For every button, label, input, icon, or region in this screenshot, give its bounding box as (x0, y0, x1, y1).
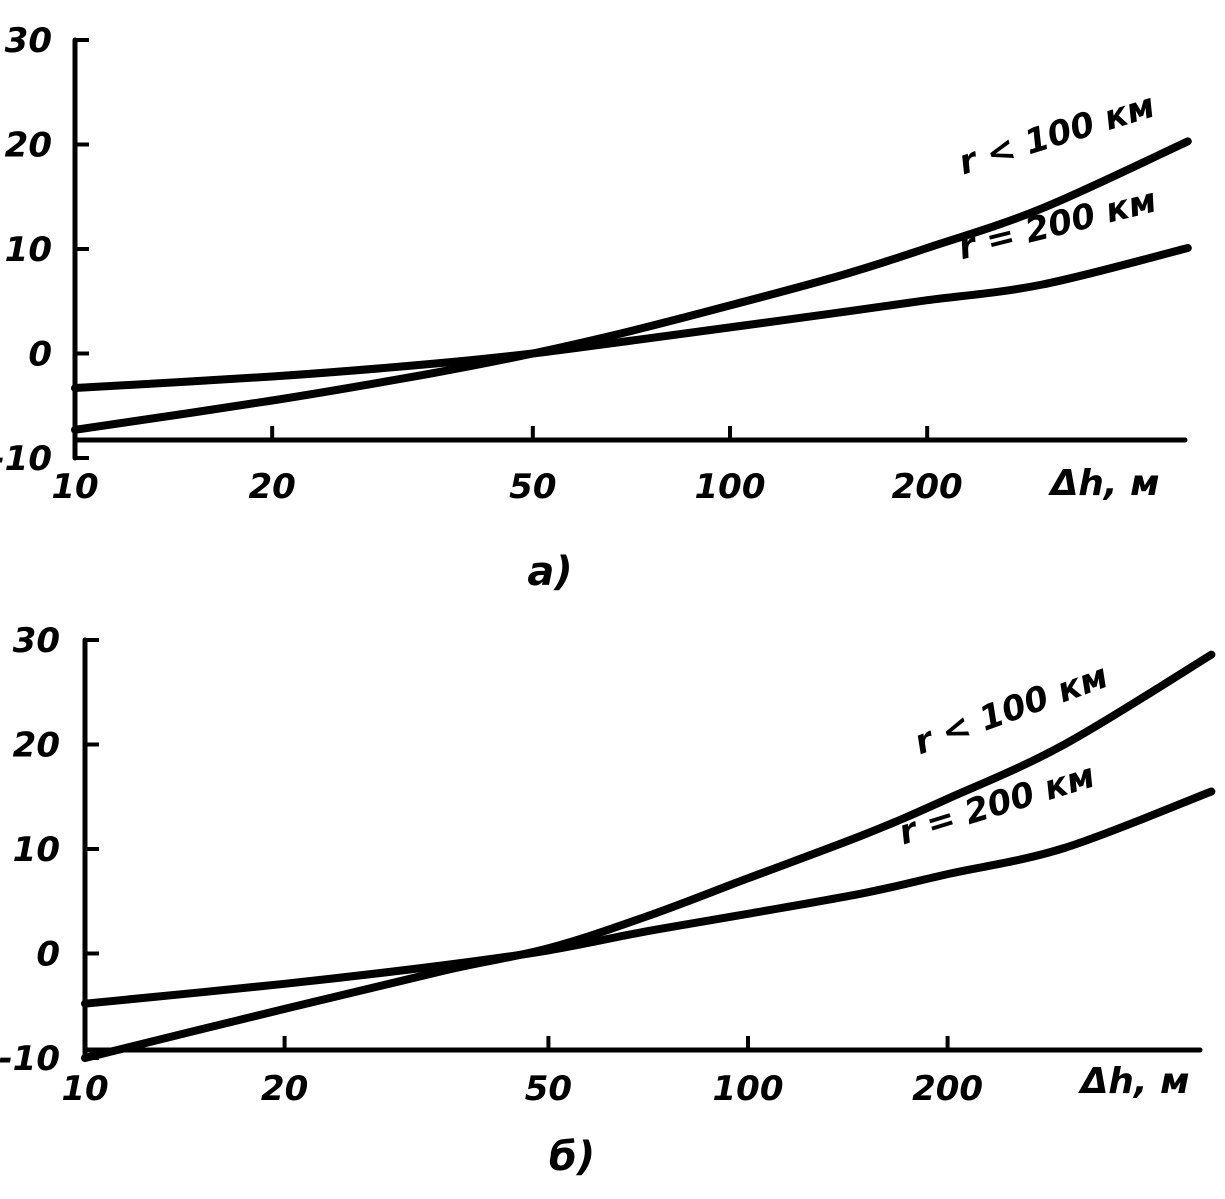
series-label-1: r = 200 км (954, 180, 1160, 268)
x-tick-label: 100 (695, 467, 766, 507)
y-tick-label: 20 (5, 126, 52, 166)
x-tick-label: 50 (525, 1069, 572, 1109)
y-tick-label: 0 (36, 935, 60, 975)
x-tick-label: 10 (61, 1069, 108, 1109)
x-tick-label: 200 (892, 467, 963, 507)
panel-label: б) (549, 1134, 595, 1180)
x-tick-label: 20 (249, 467, 296, 507)
x-tick-label: 20 (261, 1069, 308, 1109)
panel-label: a) (527, 549, 572, 595)
series-line-1 (71, 244, 1192, 392)
y-tick-label: 20 (13, 726, 60, 766)
y-tick-label: 10 (13, 830, 60, 870)
x-tick-label: 10 (51, 467, 98, 507)
series-line-0 (71, 137, 1192, 434)
y-tick-label: 0 (28, 335, 52, 375)
y-tick-label: -10 (0, 439, 52, 479)
series-line-1 (81, 787, 1216, 1008)
y-tick-label: 10 (5, 230, 52, 270)
x-tick-label: 50 (509, 467, 556, 507)
y-tick-label: 30 (13, 621, 60, 661)
series-label-0: r < 100 км (909, 656, 1113, 763)
y-tick-label: 30 (5, 21, 52, 61)
x-axis-label: Δh, м (1077, 1061, 1189, 1102)
series-line-0 (81, 650, 1216, 1062)
x-axis-label: Δh, м (1047, 463, 1159, 504)
chart-panel-b: -10 0 10 20 30 10 20 50 100 200 Δh, м б) r < 100 кмr… (0, 621, 1216, 1180)
x-tick-label: 200 (912, 1069, 983, 1109)
x-tick-label: 100 (713, 1069, 784, 1109)
y-tick-label: -10 (0, 1039, 60, 1079)
series-label-1: r = 200 км (894, 756, 1099, 853)
